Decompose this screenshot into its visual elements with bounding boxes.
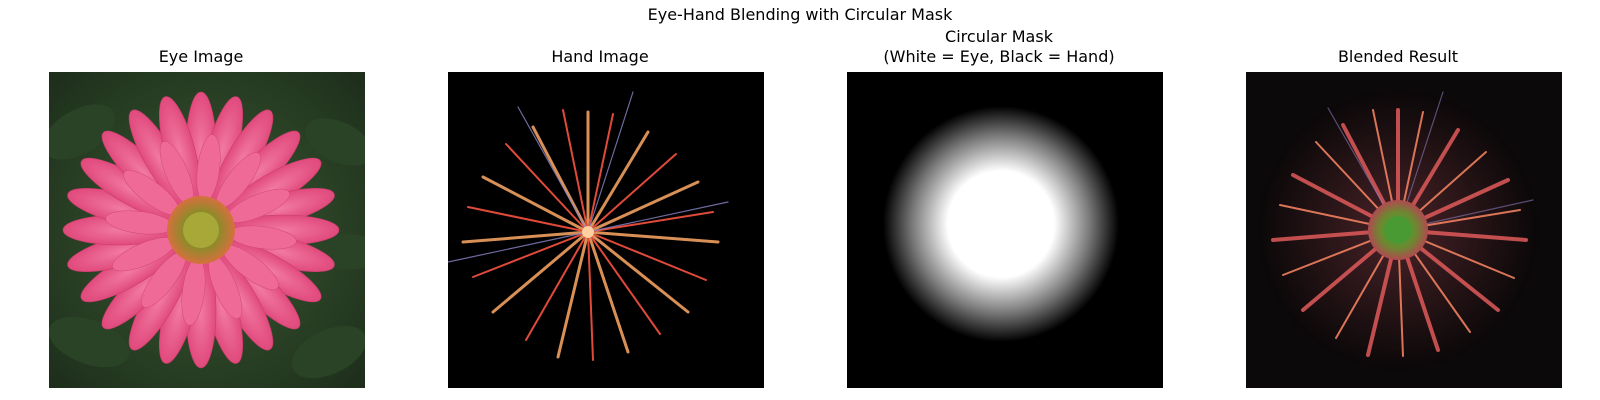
eye-image [49,72,365,388]
panel-title-circular-mask: Circular Mask (White = Eye, Black = Hand… [883,27,1115,66]
panel-title-eye-image: Eye Image [158,47,244,66]
blended-result [1246,72,1562,388]
circular-mask [847,72,1163,388]
panel-title-blended-result: Blended Result [1337,47,1459,66]
flower-photo [49,72,365,388]
mask-visual [847,72,1163,388]
hand-image [448,72,764,388]
figure-title: Eye-Hand Blending with Circular Mask [647,5,953,24]
firework-photo [448,72,764,388]
panel-title-hand-image: Hand Image [551,47,649,66]
blended-visual [1246,72,1562,388]
